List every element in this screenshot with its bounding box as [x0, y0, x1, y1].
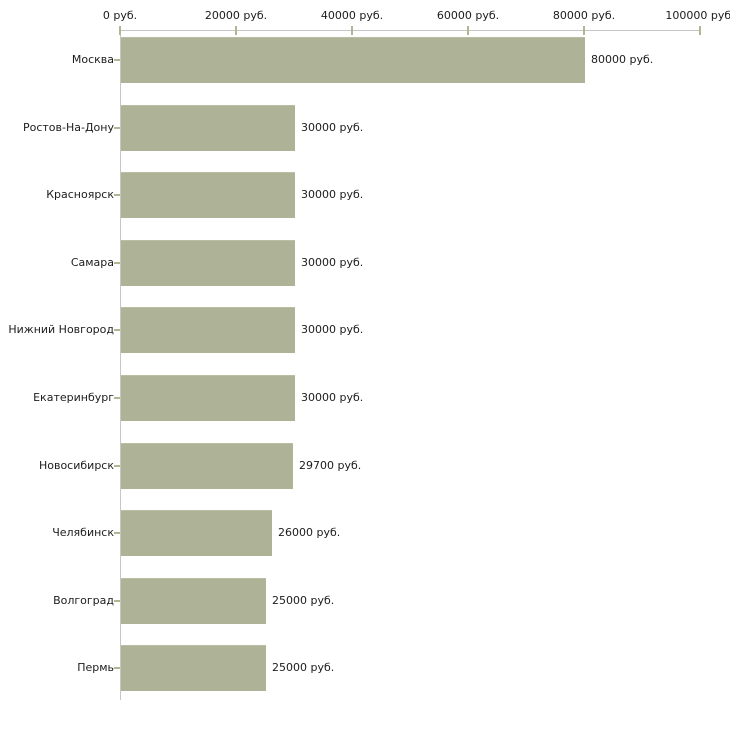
- bar: [121, 510, 272, 556]
- x-tick-label: 0 руб.: [102, 9, 138, 22]
- y-axis-line: [120, 30, 121, 700]
- category-label: Челябинск: [52, 526, 114, 539]
- y-tick-mark: [114, 600, 120, 602]
- bar-value-label: 30000 руб.: [301, 121, 364, 134]
- x-tick-label: 20000 руб.: [204, 9, 268, 22]
- bar-value-label: 25000 руб.: [272, 594, 335, 607]
- x-axis-line: [120, 30, 701, 31]
- category-label: Нижний Новгород: [8, 323, 114, 336]
- category-label: Красноярск: [46, 188, 114, 201]
- x-tick-mark: [235, 26, 237, 35]
- bar-value-label: 26000 руб.: [278, 526, 341, 539]
- x-tick-mark: [699, 26, 701, 35]
- bar: [121, 645, 266, 691]
- x-tick-label: 80000 руб.: [552, 9, 616, 22]
- bar: [121, 443, 293, 489]
- y-tick-mark: [114, 127, 120, 129]
- bar-value-label: 30000 руб.: [301, 323, 364, 336]
- bar: [121, 578, 266, 624]
- x-tick-mark: [467, 26, 469, 35]
- y-tick-mark: [114, 329, 120, 331]
- bar: [121, 105, 295, 151]
- x-tick-mark: [583, 26, 585, 35]
- bar-value-label: 30000 руб.: [301, 188, 364, 201]
- x-tick-label: 60000 руб.: [436, 9, 500, 22]
- category-label: Пермь: [77, 661, 114, 674]
- bar-value-label: 30000 руб.: [301, 391, 364, 404]
- bar: [121, 375, 295, 421]
- x-tick-label: 40000 руб.: [320, 9, 384, 22]
- bar-value-label: 29700 руб.: [299, 459, 362, 472]
- y-tick-mark: [114, 397, 120, 399]
- bar-value-label: 30000 руб.: [301, 256, 364, 269]
- category-label: Волгоград: [53, 594, 114, 607]
- x-tick-mark: [119, 26, 121, 35]
- y-tick-mark: [114, 194, 120, 196]
- bar-value-label: 25000 руб.: [272, 661, 335, 674]
- bar: [121, 240, 295, 286]
- category-label: Москва: [71, 53, 114, 66]
- x-tick-label: 100000 руб.: [665, 9, 730, 22]
- y-tick-mark: [114, 59, 120, 61]
- y-tick-mark: [114, 465, 120, 467]
- category-label: Самара: [70, 256, 114, 269]
- category-label: Новосибирск: [38, 459, 114, 472]
- category-label: Ростов-На-Дону: [22, 121, 114, 134]
- bar-value-label: 80000 руб.: [591, 53, 654, 66]
- y-tick-mark: [114, 262, 120, 264]
- y-tick-mark: [114, 532, 120, 534]
- bar: [121, 172, 295, 218]
- y-tick-mark: [114, 667, 120, 669]
- category-label: Екатеринбург: [33, 391, 114, 404]
- bar: [121, 37, 585, 83]
- bar: [121, 307, 295, 353]
- x-tick-mark: [351, 26, 353, 35]
